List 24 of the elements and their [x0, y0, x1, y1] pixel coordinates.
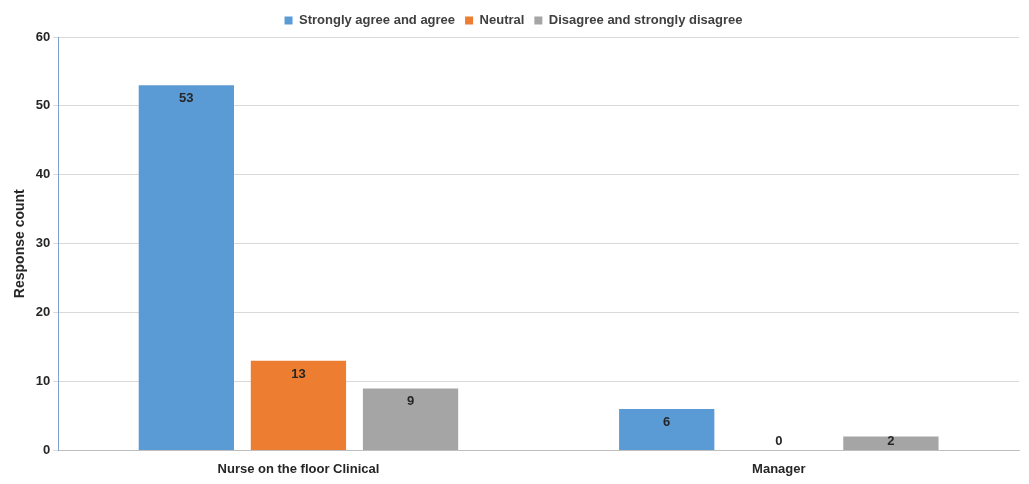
- data-label: 6: [663, 414, 671, 430]
- y-tick-label: 0: [43, 441, 51, 457]
- bar: [619, 409, 715, 450]
- legend-label: Strongly agree and agree: [299, 12, 456, 28]
- y-tick-label: 50: [35, 97, 51, 113]
- y-axis-title: Response count: [11, 188, 28, 299]
- x-tick-label: Manager: [752, 460, 806, 476]
- y-tick-label: 60: [35, 28, 51, 44]
- data-label: 9: [406, 393, 415, 409]
- data-label: 53: [179, 90, 194, 106]
- legend-label: Disagree and strongly disagree: [548, 12, 743, 28]
- bar: [843, 436, 939, 450]
- y-tick-label: 40: [35, 166, 51, 182]
- x-tick-label: Nurse on the floor Clinical: [217, 460, 380, 476]
- bar: [362, 388, 459, 450]
- data-label: 0: [775, 433, 783, 449]
- y-tick-label: 20: [35, 304, 51, 320]
- bar: [138, 85, 234, 450]
- y-tick-label: 10: [35, 373, 51, 389]
- data-label: 2: [887, 432, 895, 448]
- legend-label: Neutral: [479, 12, 525, 28]
- y-tick-label: 30: [35, 235, 51, 251]
- bar: [250, 360, 347, 450]
- data-label: 13: [291, 365, 306, 381]
